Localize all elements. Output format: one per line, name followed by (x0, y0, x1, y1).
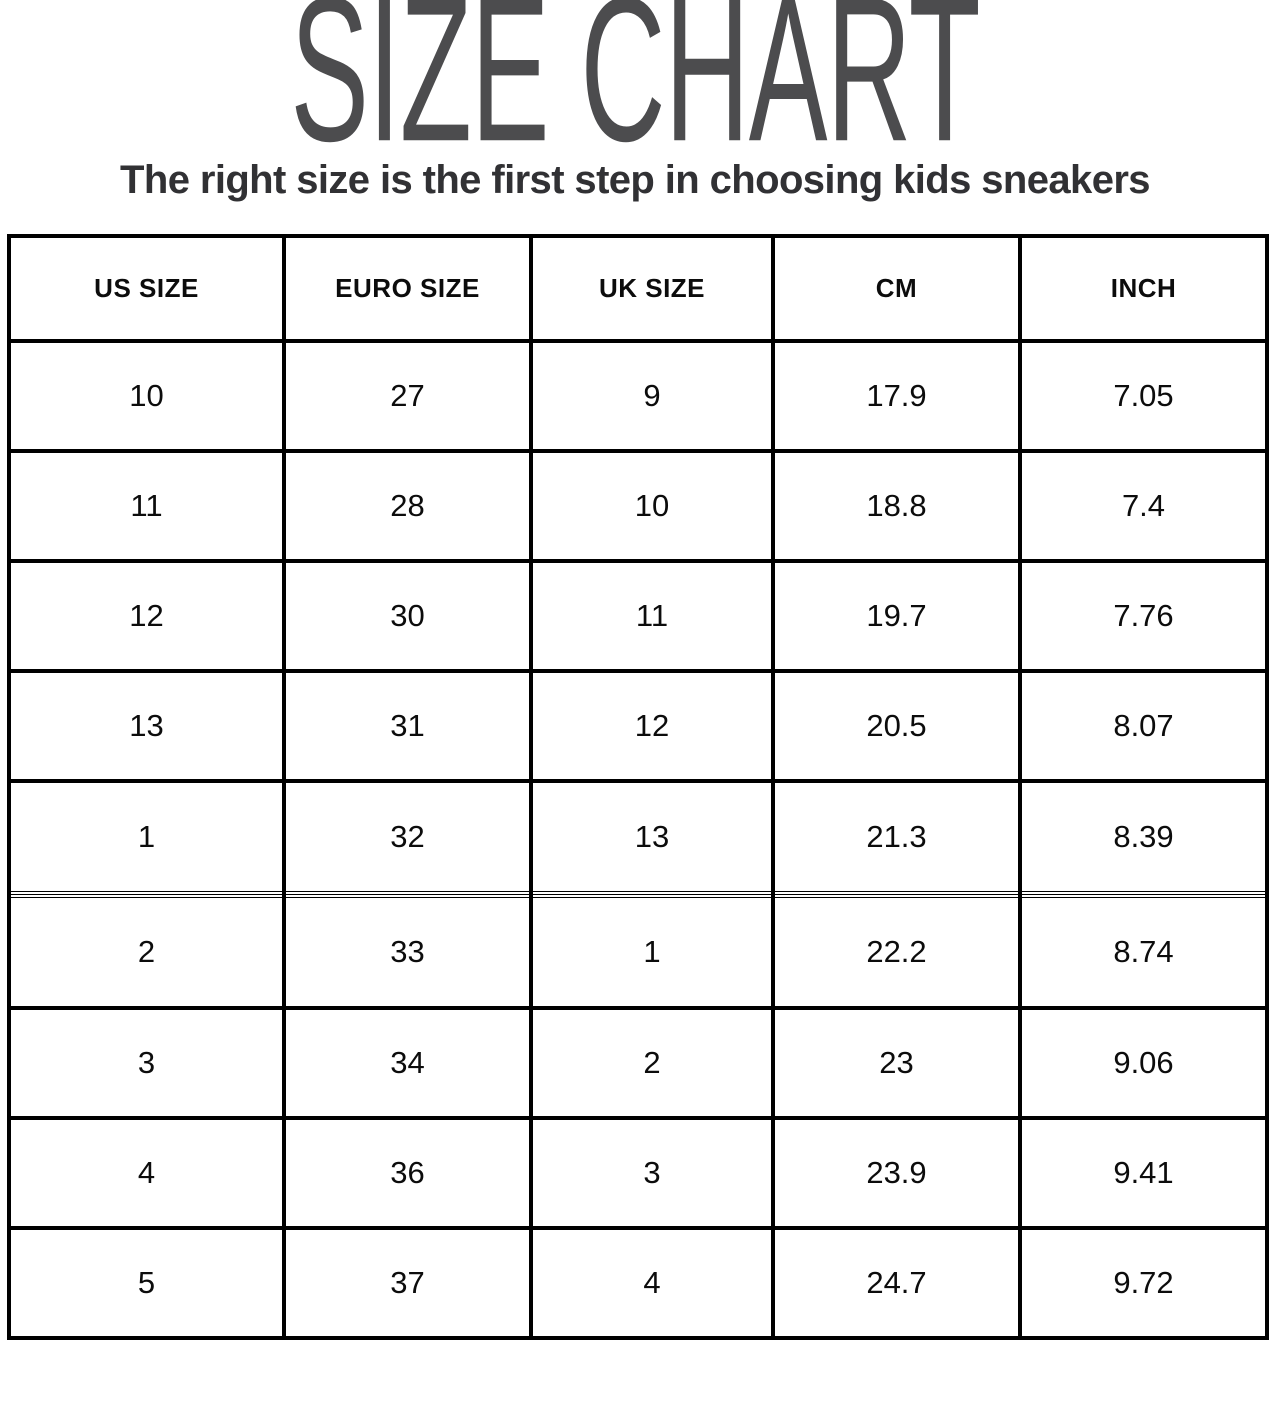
table-cell: 33 (282, 898, 533, 1010)
separator-cell (1018, 891, 1269, 898)
separator-cell (282, 891, 533, 898)
table-cell: 12 (529, 669, 775, 783)
page-subtitle: The right size is the first step in choo… (120, 158, 1151, 202)
table-cell: 3 (529, 1116, 775, 1230)
table-cell: 4 (7, 1116, 286, 1230)
table-cell: 7.76 (1018, 559, 1269, 673)
table-cell: 19.7 (771, 559, 1022, 673)
table-cell: 18.8 (771, 449, 1022, 563)
table-cell: 24.7 (771, 1226, 1022, 1340)
separator-cell (771, 891, 1022, 898)
table-cell: 21.3 (771, 779, 1022, 891)
table-cell: 32 (282, 779, 533, 891)
table-cell: 9.41 (1018, 1116, 1269, 1230)
table-cell: 23.9 (771, 1116, 1022, 1230)
table-cell: 7.05 (1018, 339, 1269, 453)
table-cell: 36 (282, 1116, 533, 1230)
table-cell: 17.9 (771, 339, 1022, 453)
table-row: 11 28 10 18.8 7.4 (7, 449, 1269, 563)
table-header-row: US SIZE EURO SIZE UK SIZE CM INCH (7, 234, 1269, 343)
table-cell: 23 (771, 1006, 1022, 1120)
table-cell: 1 (529, 898, 775, 1010)
table-cell: 12 (7, 559, 286, 673)
table-row: 4 36 3 23.9 9.41 (7, 1116, 1269, 1230)
table-cell: 1 (7, 779, 286, 891)
size-chart-table: US SIZE EURO SIZE UK SIZE CM INCH 10 27 9 17.9 7… (7, 234, 1269, 1340)
table-cell: 13 (7, 669, 286, 783)
table-cell: 9.72 (1018, 1226, 1269, 1340)
table-row: 5 37 4 24.7 9.72 (7, 1226, 1269, 1340)
table-cell: 7.4 (1018, 449, 1269, 563)
table-cell: 3 (7, 1006, 286, 1120)
table-row: 13 31 12 20.5 8.07 (7, 669, 1269, 783)
column-header: CM (771, 234, 1022, 343)
table-cell: 22.2 (771, 898, 1022, 1010)
table-cell: 9.06 (1018, 1006, 1269, 1120)
column-header: UK SIZE (529, 234, 775, 343)
page-header: SIZE CHART (0, 0, 1270, 173)
table-cell: 31 (282, 669, 533, 783)
table-cell: 10 (529, 449, 775, 563)
separator-cell (529, 891, 775, 898)
table-cell: 11 (529, 559, 775, 673)
column-header: US SIZE (7, 234, 286, 343)
table-cell: 11 (7, 449, 286, 563)
table-cell: 27 (282, 339, 533, 453)
table-cell: 28 (282, 449, 533, 563)
table-cell: 10 (7, 339, 286, 453)
table-cell: 8.74 (1018, 898, 1269, 1010)
table-cell: 37 (282, 1226, 533, 1340)
table-row: 12 30 11 19.7 7.76 (7, 559, 1269, 673)
table-cell: 20.5 (771, 669, 1022, 783)
table-cell: 9 (529, 339, 775, 453)
separator-cell (7, 891, 286, 898)
page-title: SIZE CHART (290, 0, 980, 186)
double-line-separator (7, 891, 1269, 898)
table-cell: 34 (282, 1006, 533, 1120)
table-cell: 2 (529, 1006, 775, 1120)
table-cell: 4 (529, 1226, 775, 1340)
table-cell: 8.07 (1018, 669, 1269, 783)
table-row: 2 33 1 22.2 8.74 (7, 898, 1269, 1010)
column-header: INCH (1018, 234, 1269, 343)
table-cell: 8.39 (1018, 779, 1269, 891)
table-cell: 30 (282, 559, 533, 673)
table-cell: 13 (529, 779, 775, 891)
table-row: 1 32 13 21.3 8.39 (7, 779, 1269, 891)
table-row: 3 34 2 23 9.06 (7, 1006, 1269, 1120)
column-header: EURO SIZE (282, 234, 533, 343)
table-row: 10 27 9 17.9 7.05 (7, 339, 1269, 453)
table-cell: 2 (7, 898, 286, 1010)
table-cell: 5 (7, 1226, 286, 1340)
